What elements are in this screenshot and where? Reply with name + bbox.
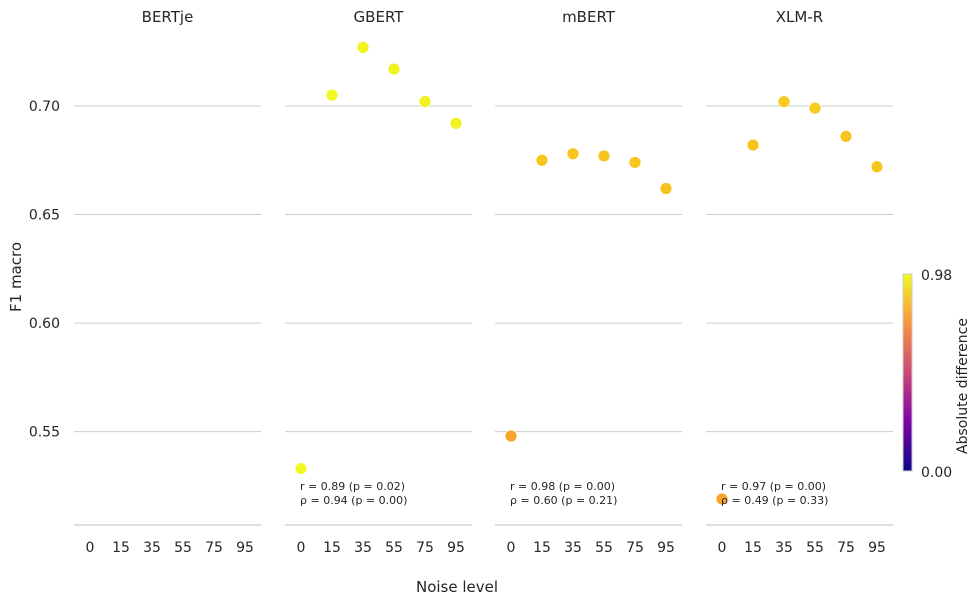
x-tick-label: 0 [507,540,516,556]
x-tick-label: 35 [143,540,161,556]
x-tick-label: 95 [447,540,465,556]
data-point [839,129,853,143]
x-tick-label: 35 [564,540,582,556]
x-tick-label: 15 [744,540,762,556]
y-tick-label: 0.70 [29,99,60,115]
data-point [418,95,432,109]
x-tick-label: 75 [837,540,855,556]
x-tick-label: 95 [657,540,675,556]
x-tick-label: 75 [205,540,223,556]
x-tick-label: 0 [297,540,306,556]
correlation-annotation: ρ = 0.49 (p = 0.33) [721,494,828,507]
x-tick-label: 55 [174,540,192,556]
x-tick-label: 15 [112,540,130,556]
data-point [294,462,308,475]
data-point [387,62,401,76]
data-point [659,182,673,195]
correlation-annotation: r = 0.97 (p = 0.00) [721,480,826,493]
data-point [504,429,518,443]
panels: BERTje 0 15 35 55 75 95 0.55 0.60 0.65 0.70 GBERT 0 1… [29,8,893,556]
panel-title: GBERT [354,8,405,26]
data-point [356,40,370,54]
panel-title: XLM-R [776,8,823,26]
colorbar-title: Absolute difference [955,318,971,454]
correlation-annotation: r = 0.98 (p = 0.00) [510,480,615,493]
x-tick-label: 35 [775,540,793,556]
x-tick-label: 35 [354,540,372,556]
correlation-annotation: r = 0.89 (p = 0.02) [300,480,405,493]
data-point [566,147,580,161]
y-tick-label: 0.60 [29,316,60,332]
facet-panel: GBERT 0 15 35 55 75 95 r = 0.89 (p = 0.02)ρ = 0… [285,8,472,556]
colorbar: 0.98 0.00 Absolute difference [902,268,971,481]
x-tick-label: 75 [416,540,434,556]
x-tick-label: 15 [323,540,341,556]
data-point [597,149,611,163]
x-tick-label: 0 [718,540,727,556]
colorbar-min-label: 0.00 [921,465,952,481]
x-axis-label: Noise level [416,578,498,596]
data-point [808,101,822,115]
x-tick-label: 95 [868,540,886,556]
colorbar-max-label: 0.98 [921,268,952,284]
data-point [628,156,642,169]
correlation-annotation: ρ = 0.94 (p = 0.00) [300,494,407,507]
x-tick-label: 55 [385,540,403,556]
x-tick-label: 75 [626,540,644,556]
data-point [325,88,339,102]
data-point [449,116,463,130]
data-point [715,492,729,506]
y-axis-label: F1 macro [7,242,25,312]
facet-panel: XLM-R 0 15 35 55 75 95 r = 0.97 (p = 0.00)ρ = 0… [706,8,893,556]
facet-panel: mBERT 0 15 35 55 75 95 r = 0.98 (p = 0.00)ρ = 0… [495,8,682,556]
y-tick-label: 0.55 [29,425,60,441]
x-tick-label: 55 [806,540,824,556]
data-point [746,138,760,152]
panel-title: mBERT [562,8,616,26]
y-tick-label: 0.65 [29,208,60,224]
x-tick-label: 95 [236,540,254,556]
colorbar-gradient [902,273,913,472]
x-tick-label: 55 [595,540,613,556]
panel-title: BERTje [142,8,194,26]
data-point [535,153,549,167]
correlation-annotation: ρ = 0.60 (p = 0.21) [510,494,617,507]
facet-panel: BERTje 0 15 35 55 75 95 0.55 0.60 0.65 0.70 [29,8,261,556]
x-tick-label: 15 [533,540,551,556]
data-point [777,95,791,109]
x-tick-label: 0 [86,540,95,556]
data-point [870,160,884,174]
